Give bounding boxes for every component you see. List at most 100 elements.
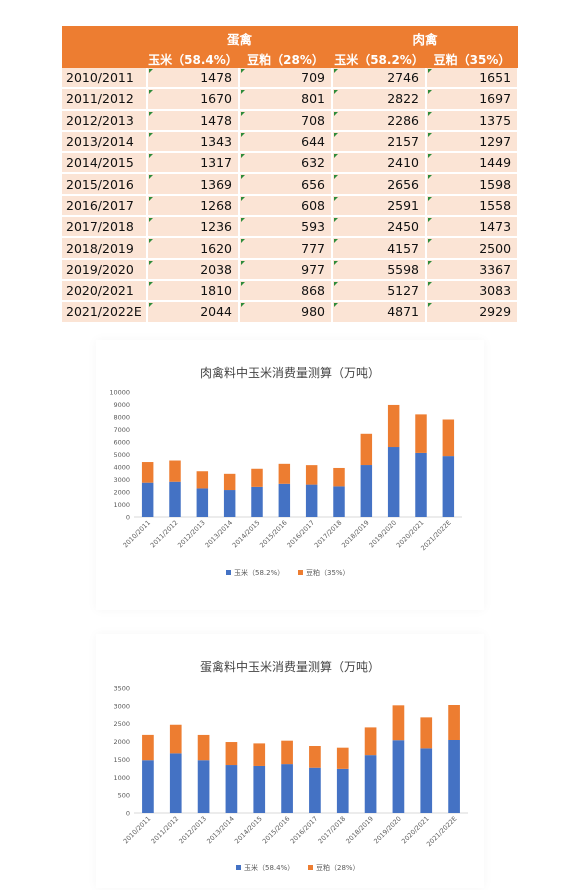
egg-y-tick-label: 1500	[113, 756, 130, 764]
egg-bar-corn	[392, 740, 405, 813]
egg-y-tick-label: 1000	[113, 774, 130, 782]
meat-bar-corn	[169, 481, 181, 517]
egg-meal-cell: 656	[239, 173, 334, 196]
meat-bar-meal	[141, 462, 154, 483]
egg-corn-cell: 1670	[147, 88, 240, 111]
egg-bar-corn	[364, 755, 377, 813]
meat-bar-meal	[278, 463, 291, 484]
meat-bar-meal	[415, 414, 427, 453]
sub-header-meat-corn: 玉米（58.2%）	[332, 50, 427, 68]
year-cell: 2020/2021	[62, 279, 148, 303]
meat-meal-cell: 3083	[426, 279, 520, 303]
egg-meal-cell: 708	[239, 109, 334, 132]
year-cell: 2018/2019	[62, 237, 148, 260]
meat-y-tick-label: 4000	[113, 464, 130, 472]
meat-y-tick-label: 2000	[113, 489, 130, 497]
meat-y-tick-label: 10000	[109, 389, 130, 397]
table-row: 2017/2018 1236 593 2450 1473	[62, 216, 520, 239]
meat-y-tick-label: 0	[126, 514, 130, 522]
egg-x-tick-label: 2011/2012	[150, 815, 181, 846]
table-row: 2014/2015 1317 632 2410 1449	[62, 152, 520, 175]
meat-bar-meal	[169, 460, 181, 482]
table-row: 2021/2022E 2044 980 4871 2929	[62, 301, 520, 324]
egg-x-tick-label: 2013/2014	[205, 815, 236, 846]
egg-meal-cell: 980	[239, 301, 334, 324]
group-header-meat: 肉禽	[332, 26, 519, 50]
meat-bar-corn	[278, 483, 291, 517]
meat-meal-cell: 1449	[426, 152, 520, 175]
egg-corn-cell: 1236	[147, 216, 240, 239]
meat-x-tick-label: 2016/2017	[285, 519, 316, 550]
meat-bar-meal	[360, 433, 373, 466]
egg-x-tick-label: 2017/2018	[317, 815, 348, 846]
meat-bar-meal	[223, 473, 236, 491]
meat-bar-corn	[196, 488, 209, 517]
egg-bar-corn	[420, 748, 433, 813]
egg-bar-meal	[392, 705, 405, 741]
egg-meal-cell: 777	[239, 237, 334, 260]
table-row: 2010/2011 1478 709 2746 1651	[62, 68, 520, 90]
egg-corn-cell: 1620	[147, 237, 240, 260]
table-row: 2016/2017 1268 608 2591 1558	[62, 194, 520, 218]
egg-legend-swatch	[236, 865, 241, 870]
meat-bar-corn	[360, 465, 373, 517]
egg-corn-cell: 1317	[147, 152, 240, 175]
year-cell: 2016/2017	[62, 194, 148, 218]
egg-legend-label: 豆粕（28%）	[316, 863, 360, 872]
egg-meal-cell: 977	[239, 258, 334, 281]
table-corner-cell	[62, 26, 147, 50]
egg-y-tick-label: 3500	[113, 685, 130, 693]
egg-x-tick-label: 2018/2019	[344, 815, 375, 846]
meat-y-tick-label: 9000	[113, 401, 130, 409]
egg-bar-corn	[281, 764, 293, 813]
meat-bar-meal	[196, 471, 209, 489]
meat-poultry-chart-card: 肉禽料中玉米消费量测算（万吨） 0 1000 2000 3000 4000 5000 600…	[96, 340, 484, 610]
meat-bar-meal	[442, 419, 455, 457]
sub-header-meat-meal: 豆粕（35%）	[426, 50, 519, 68]
egg-legend-label: 玉米（58.4%）	[244, 863, 294, 872]
data-table-container: 蛋禽 肉禽 玉米（58.4%） 豆粕（28%） 玉米（58.2%） 豆粕（35%…	[62, 26, 520, 324]
meat-x-tick-label: 2019/2020	[367, 519, 398, 550]
egg-x-tick-label: 2014/2015	[233, 815, 264, 846]
egg-bar-corn	[142, 760, 154, 813]
egg-x-tick-label: 2016/2017	[289, 815, 320, 846]
meat-y-tick-label: 6000	[113, 439, 130, 447]
meat-meal-cell: 2500	[426, 237, 520, 260]
meat-corn-cell: 2656	[332, 173, 428, 196]
egg-corn-cell: 1343	[147, 130, 240, 154]
egg-legend-swatch	[308, 865, 313, 870]
egg-meal-cell: 632	[239, 152, 334, 175]
egg-bar-corn	[336, 768, 349, 813]
year-cell: 2010/2011	[62, 68, 148, 90]
data-table: 蛋禽 肉禽 玉米（58.4%） 豆粕（28%） 玉米（58.2%） 豆粕（35%…	[62, 26, 520, 324]
egg-bar-meal	[225, 742, 238, 766]
egg-bar-corn	[169, 753, 182, 813]
egg-bar-meal	[309, 746, 321, 768]
meat-x-tick-label: 2013/2014	[203, 519, 234, 550]
table-row: 2015/2016 1369 656 2656 1598	[62, 173, 520, 196]
meat-bar-corn	[223, 490, 236, 517]
meat-x-tick-label: 2014/2015	[231, 519, 262, 550]
sub-header-egg-meal: 豆粕（28%）	[239, 50, 333, 68]
egg-x-tick-label: 2015/2016	[261, 815, 292, 846]
meat-meal-cell: 1697	[426, 88, 520, 111]
year-cell: 2013/2014	[62, 130, 148, 154]
egg-bar-meal	[336, 747, 349, 769]
meat-y-tick-label: 5000	[113, 451, 130, 459]
egg-x-tick-label: 2012/2013	[177, 815, 208, 846]
table-body: 2010/2011 1478 709 2746 1651 2011/2012 1670 801…	[62, 68, 520, 324]
meat-bar-corn	[333, 486, 345, 517]
meat-bar-corn	[415, 452, 427, 517]
meat-meal-cell: 1558	[426, 194, 520, 218]
meat-bar-corn	[442, 456, 455, 517]
egg-bar-meal	[364, 727, 377, 756]
table-group-header-row: 蛋禽 肉禽	[62, 26, 519, 50]
egg-y-tick-label: 0	[126, 810, 130, 818]
egg-meal-cell: 593	[239, 216, 334, 239]
meat-corn-cell: 2822	[332, 88, 428, 111]
egg-meal-cell: 608	[239, 194, 334, 218]
meat-meal-cell: 1651	[426, 68, 520, 90]
egg-chart-title: 蛋禽料中玉米消费量测算（万吨）	[199, 660, 380, 674]
meat-x-tick-label: 2018/2019	[340, 519, 371, 550]
meat-legend-swatch	[298, 570, 303, 575]
